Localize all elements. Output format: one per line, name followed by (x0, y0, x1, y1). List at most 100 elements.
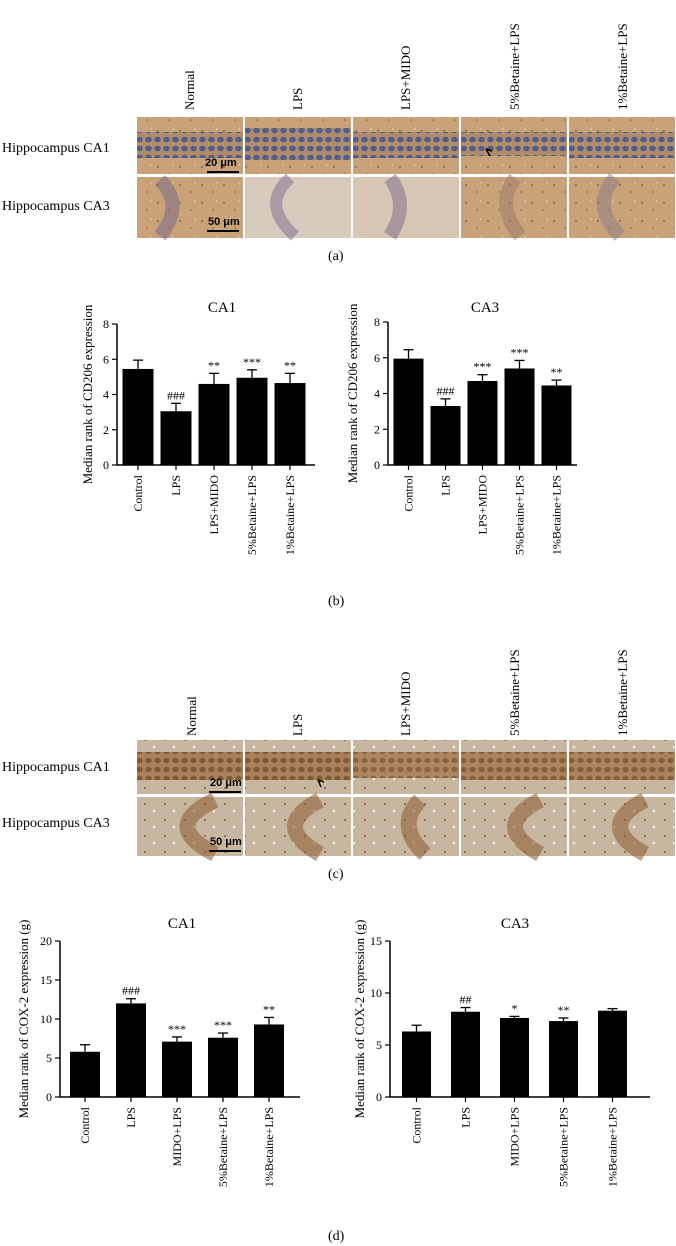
y-tick-label: 6 (103, 352, 109, 366)
condition-label: LPS (290, 88, 305, 110)
bar (451, 1011, 480, 1097)
x-tick-label: LPS+MIDO (207, 475, 221, 535)
x-tick-label: LPS (439, 475, 453, 496)
y-tick-label: 8 (374, 315, 380, 329)
panel-label-b: (b) (328, 594, 345, 609)
arrow-marker (485, 148, 493, 157)
y-tick-label: 2 (374, 422, 380, 436)
y-tick-label: 2 (103, 423, 109, 437)
bar (236, 377, 268, 465)
y-tick-label: 10 (40, 1012, 52, 1026)
bar (116, 1003, 146, 1097)
significance-label: ### (437, 384, 455, 398)
x-tick-label: LPS (124, 1107, 138, 1128)
y-tick-label: 0 (376, 1090, 382, 1104)
x-tick-label: LPS (169, 475, 183, 496)
row-label-ca1: Hippocampus CA1 (2, 760, 110, 775)
micrograph-row-ca1: 20 μm (137, 740, 675, 794)
chart-cd206-ca1: CA1 Median rank of CD206 expression 0 2 4 6 8 C… (80, 300, 315, 555)
significance-label: *** (243, 355, 261, 369)
panel-label-a: (a) (328, 249, 344, 264)
bar (198, 383, 230, 465)
chart-cox2-ca1: CA1 Median rank of COX-2 expression (g) 0 5… (16, 916, 300, 1187)
x-tick-label: 5%Betaine+LPS (216, 1107, 230, 1187)
micrograph-row-ca3: 50 μm (137, 173, 675, 241)
condition-label: 5%Betaine+LPS (507, 23, 522, 110)
scalebar-label: 20 μm (210, 777, 242, 789)
y-axis-label: Median rank of COX-2 expression (g) (352, 920, 367, 1119)
condition-label: LPS+MIDO (398, 672, 413, 736)
row-label-ca1: Hippocampus CA1 (2, 141, 110, 156)
significance-label: ## (460, 993, 472, 1007)
significance-label: *** (474, 360, 492, 374)
y-axis-label: Median rank of COX-2 expression (g) (16, 920, 31, 1119)
bar (467, 380, 498, 465)
condition-label: Normal (184, 696, 199, 736)
x-tick-label: Control (78, 1106, 92, 1143)
condition-label: Normal (182, 70, 197, 110)
significance-label: ** (551, 365, 563, 379)
bar (549, 1021, 578, 1097)
y-tick-label: 6 (374, 351, 380, 365)
bar (160, 411, 192, 465)
y-tick-label: 4 (374, 387, 380, 401)
panel-label-c: (c) (328, 867, 344, 882)
significance-label: *** (214, 1018, 232, 1032)
condition-label: LPS+MIDO (398, 46, 413, 110)
x-tick-label: Control (410, 1106, 424, 1143)
significance-label: ** (558, 1003, 570, 1017)
row-label-ca3: Hippocampus CA3 (2, 199, 110, 214)
chart-title: CA3 (501, 916, 529, 932)
x-tick-label: MIDO+LPS (508, 1107, 522, 1166)
significance-label: ** (284, 358, 296, 372)
x-tick-label: 5%Betaine+LPS (245, 475, 259, 555)
bar (504, 368, 535, 465)
x-tick-label: 1%Betaine+LPS (606, 1107, 620, 1187)
chart-cd206-ca3: CA3 Median rank of CD206 expression 0 2 4 6 8 C… (345, 300, 577, 555)
y-tick-label: 0 (103, 458, 109, 472)
bar (70, 1051, 100, 1097)
micrograph-panel-c: Normal LPS LPS+MIDO 5%Betaine+LPS 1%Beta… (2, 649, 675, 882)
significance-label: *** (511, 345, 529, 359)
micrograph-row-ca1: 20 μm (137, 117, 675, 174)
bar (393, 358, 424, 465)
significance-label: *** (168, 1022, 186, 1036)
chart-title: CA3 (471, 300, 499, 316)
scalebar-label: 50 μm (208, 216, 240, 228)
significance-label: * (512, 1001, 518, 1015)
chart-title: CA1 (168, 916, 196, 932)
y-tick-label: 5 (46, 1051, 52, 1065)
significance-label: ** (208, 358, 220, 372)
bar (254, 1024, 284, 1097)
y-tick-label: 10 (370, 986, 382, 1000)
micrograph-image (137, 177, 243, 238)
y-axis-label: Median rank of CD206 expression (345, 303, 360, 483)
bar (122, 368, 154, 465)
bar (430, 406, 461, 465)
significance-label: ** (263, 1002, 275, 1016)
chart-cox2-ca3: CA3 Median rank of COX-2 expression (g) 0 5… (352, 916, 650, 1187)
x-tick-label: Control (131, 474, 145, 511)
micrograph-panel-a: Normal LPS LPS+MIDO 5%Betaine+LPS 1%Beta… (2, 23, 675, 264)
scalebar-label: 50 μm (210, 836, 242, 848)
x-tick-label: 1%Betaine+LPS (283, 475, 297, 555)
micrograph-row-ca3: 50 μm (137, 792, 675, 862)
row-label-ca3: Hippocampus CA3 (2, 816, 110, 831)
y-tick-label: 4 (103, 388, 109, 402)
bar (541, 385, 572, 465)
y-tick-label: 15 (370, 934, 382, 948)
y-tick-label: 0 (374, 458, 380, 472)
bar (598, 1010, 627, 1097)
panel-label-d: (d) (328, 1229, 345, 1244)
bar (208, 1037, 238, 1097)
x-tick-label: 1%Betaine+LPS (262, 1107, 276, 1187)
bar (402, 1031, 431, 1097)
y-tick-label: 20 (40, 934, 52, 948)
condition-label: 1%Betaine+LPS (615, 649, 630, 736)
x-tick-label: 5%Betaine+LPS (513, 475, 527, 555)
x-tick-label: LPS (459, 1107, 473, 1128)
arrow-marker (317, 779, 325, 788)
y-tick-label: 15 (40, 973, 52, 987)
x-tick-label: MIDO+LPS (170, 1107, 184, 1166)
